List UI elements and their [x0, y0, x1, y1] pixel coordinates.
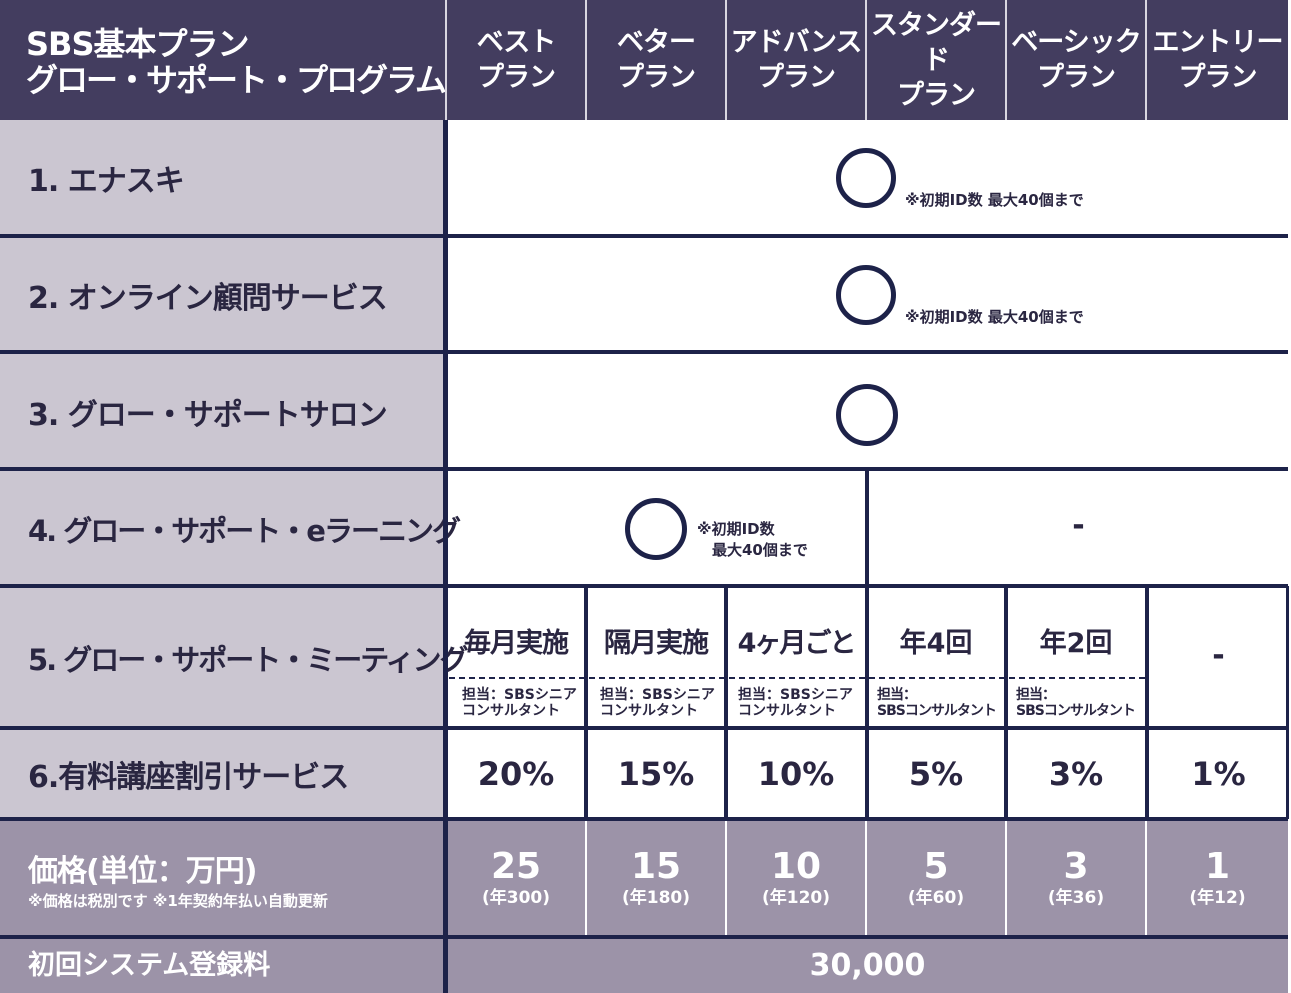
meeting-freq-advance: 4ヶ月ごと [737, 627, 857, 659]
price-basic-annual: (年36) [1047, 888, 1105, 908]
grid-line [0, 234, 1288, 238]
price-advance-annual: (年120) [761, 888, 831, 908]
price-best-annual: (年300) [481, 888, 551, 908]
plan-header-better: ベター プラン [587, 0, 725, 120]
row2-note: ※初期ID数 最大40個まで [905, 308, 1084, 326]
price-entry-value: 1 [1204, 846, 1231, 887]
grid-line [1004, 586, 1008, 819]
price-advance: 10 (年120) [727, 820, 865, 936]
plan-header-best: ベスト プラン [447, 0, 585, 120]
row-label-meeting: 5. グロー・サポート・ミーティング [0, 588, 469, 728]
price-better-value: 15 [630, 846, 682, 887]
row-label-online-advisor: 2. オンライン顧問サービス [0, 237, 445, 352]
meeting-staff-advance: 担当：SBSシニア コンサルタント [738, 687, 853, 719]
price-note: ※価格は税別です ※1年契約年払い自動更新 [28, 892, 328, 910]
discount-standard: 5% [908, 755, 964, 793]
grid-line-light [585, 0, 587, 120]
row4-not-included: - [1072, 507, 1085, 543]
discount-basic: 3% [1048, 755, 1104, 793]
meeting-staff-standard: 担当： SBSコンサルタント [877, 687, 997, 719]
grid-line [584, 586, 588, 819]
price-basic: 3 (年36) [1007, 820, 1145, 936]
registration-value: 30,000 [447, 938, 1288, 993]
meeting-freq-basic: 年2回 [1039, 627, 1113, 659]
row1-note: ※初期ID数 最大40個まで [905, 191, 1084, 209]
grid-line-light [865, 0, 867, 120]
price-basic-value: 3 [1063, 846, 1089, 887]
price-best-value: 25 [490, 846, 542, 887]
price-entry-annual: (年12) [1189, 888, 1246, 908]
grid-line-light [445, 0, 447, 120]
header-title-line2: グロー・サポート・プログラム [26, 61, 447, 99]
price-best: 25 (年300) [447, 820, 585, 936]
grid-line-label-separator [443, 120, 448, 993]
header-title-cell: SBS基本プラン グロー・サポート・プログラム [0, 0, 447, 120]
discount-advance: 10% [757, 755, 835, 793]
included-circle-icon [625, 498, 687, 560]
included-circle-icon [836, 148, 896, 208]
grid-line-light [725, 0, 727, 120]
plan-header-basic: ベーシック プラン [1007, 0, 1145, 120]
meeting-freq-best: 毎月実施 [464, 627, 569, 659]
grid-line-light [1005, 0, 1007, 120]
grid-line [0, 935, 1288, 939]
price-label-cell: 価格(単位：万円) ※価格は税別です ※1年契約年払い自動更新 [0, 820, 445, 936]
plan-header-standard: スタンダード プラン [867, 0, 1005, 120]
discount-better: 15% [617, 755, 695, 793]
plan-header-advance: アドバンス プラン [727, 0, 865, 120]
meeting-staff-basic: 担当： SBSコンサルタント [1016, 687, 1136, 719]
grid-line [865, 469, 869, 588]
meeting-staff-better: 担当：SBSシニア コンサルタント [600, 687, 715, 719]
meeting-freq-standard: 年4回 [899, 627, 973, 659]
grid-line [724, 586, 728, 819]
price-standard: 5 (年60) [867, 820, 1005, 936]
included-circle-icon [836, 384, 898, 446]
price-better-annual: (年180) [621, 888, 691, 908]
meeting-staff-best: 担当：SBSシニア コンサルタント [462, 687, 577, 719]
meeting-freq-better: 隔月実施 [604, 627, 709, 659]
price-better: 15 (年180) [587, 820, 725, 936]
row-label-enasuki: 1. エナスキ [0, 120, 445, 235]
row5-divider [449, 677, 1145, 679]
price-standard-annual: (年60) [907, 888, 965, 908]
row-label-support-salon: 3. グロー・サポートサロン [0, 354, 445, 469]
grid-line [0, 350, 1288, 354]
included-circle-icon [836, 265, 896, 325]
grid-line [1286, 586, 1289, 819]
grid-line [0, 726, 1288, 730]
grid-line [865, 586, 869, 819]
meeting-freq-entry: - [1212, 637, 1225, 673]
discount-entry: 1% [1191, 755, 1246, 793]
price-label: 価格(単位：万円) [28, 854, 257, 889]
price-entry: 1 (年12) [1147, 820, 1288, 936]
grid-line [0, 467, 1288, 471]
grid-line [0, 584, 1288, 588]
row4-note: ※初期ID数 最大40個まで [697, 520, 808, 559]
price-standard-value: 5 [923, 846, 949, 887]
grid-line [1145, 586, 1149, 819]
price-advance-value: 10 [770, 846, 822, 887]
discount-best: 20% [477, 755, 555, 793]
grid-line-light [1145, 0, 1147, 120]
registration-label: 初回システム登録料 [0, 938, 445, 993]
grid-line [0, 817, 1288, 821]
row-label-elearning: 4. グロー・サポート・eラーニング [0, 471, 461, 586]
row-label-discount: 6.有料講座割引サービス [0, 730, 445, 818]
plan-header-entry: エントリー プラン [1147, 0, 1288, 120]
header-title-line1: SBS基本プラン [26, 25, 250, 63]
